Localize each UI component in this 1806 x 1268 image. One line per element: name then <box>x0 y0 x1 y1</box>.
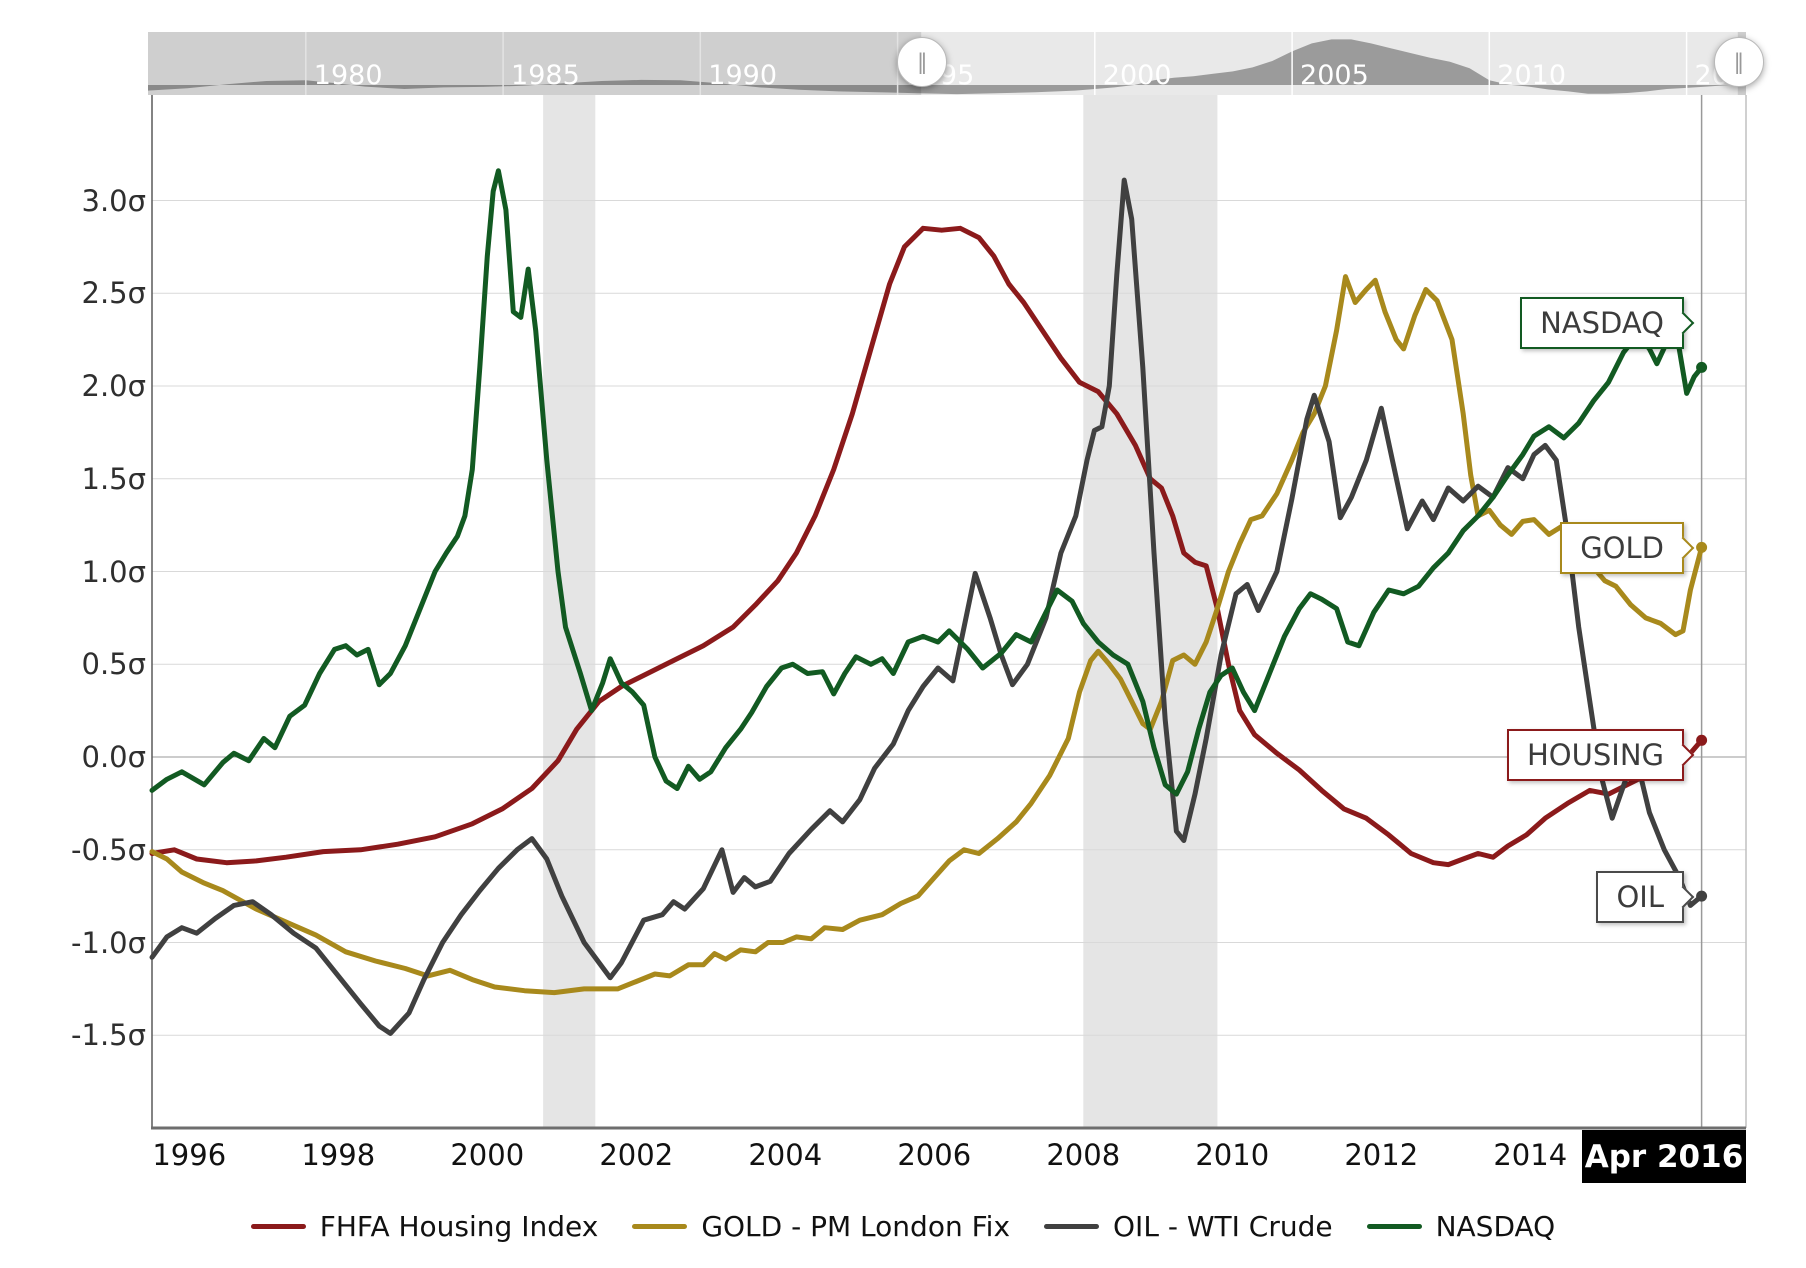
legend: FHFA Housing Index GOLD - PM London Fix OI… <box>0 1210 1806 1243</box>
legend-swatch-icon <box>1044 1224 1100 1229</box>
series-line-gold <box>149 274 1705 996</box>
x-axis-tick-label: 2006 <box>897 1138 972 1172</box>
navigator-left-handle[interactable]: ‖ <box>897 37 948 87</box>
navigator-year-label: 1990 <box>708 60 778 91</box>
x-axis-tick-label: 1996 <box>152 1138 227 1172</box>
legend-swatch-icon <box>632 1224 688 1229</box>
navigator-year-label: 2010 <box>1497 60 1567 91</box>
recession-band <box>543 95 596 1128</box>
navigator-year-label: 2000 <box>1102 60 1172 91</box>
legend-item[interactable]: OIL - WTI Crude <box>1044 1210 1333 1243</box>
y-axis-tick-label: -1.5σ <box>71 1018 146 1053</box>
series-label-housing: HOUSING <box>1507 729 1684 781</box>
recession-band <box>1083 95 1218 1128</box>
y-axis-tick-label: 3.0σ <box>81 183 147 218</box>
series-end-marker-nasdaq <box>1696 361 1708 373</box>
series-end-marker-housing <box>1696 734 1708 746</box>
legend-label: FHFA Housing Index <box>319 1210 599 1243</box>
x-axis-tick-label: 2008 <box>1046 1138 1121 1172</box>
navigator-mask-left <box>148 32 922 95</box>
series-line-oil <box>149 177 1705 1036</box>
navigator-right-handle[interactable]: ‖ <box>1713 37 1764 87</box>
legend-swatch-icon <box>250 1224 306 1229</box>
navigator-year-label: 2005 <box>1300 60 1369 91</box>
series-line-housing <box>149 225 1705 868</box>
legend-label: NASDAQ <box>1435 1210 1556 1243</box>
x-axis-tick-label: 2010 <box>1195 1138 1270 1172</box>
legend-label: OIL - WTI Crude <box>1113 1210 1333 1243</box>
legend-item[interactable]: NASDAQ <box>1366 1210 1556 1243</box>
x-axis-tick-label: 1998 <box>301 1138 376 1172</box>
series-end-marker-oil <box>1696 890 1708 902</box>
y-axis-tick-label: 1.0σ <box>81 554 147 589</box>
series-label-gold: GOLD <box>1560 522 1684 574</box>
series-line-nasdaq <box>149 168 1705 797</box>
legend-label: GOLD - PM London Fix <box>701 1210 1011 1243</box>
y-axis-tick-label: -1.0σ <box>71 925 146 960</box>
x-axis-tick-label: 2014 <box>1493 1138 1568 1172</box>
navigator-year-label: 1985 <box>511 60 580 91</box>
y-axis-tick-label: 0.5σ <box>81 647 147 682</box>
series-end-marker-gold <box>1696 541 1708 553</box>
x-axis-tick-label: 2002 <box>599 1138 674 1172</box>
navigator-year-label: 1980 <box>313 60 383 91</box>
crosshair-date-label: Apr 2016 <box>1582 1130 1746 1183</box>
y-axis-tick-label: 1.5σ <box>81 461 147 496</box>
y-axis-tick-label: 0.0σ <box>81 740 147 774</box>
y-axis-tick-label: 2.5σ <box>81 276 147 311</box>
x-axis-tick-label: 2004 <box>748 1138 823 1172</box>
y-axis-tick-label: -0.5σ <box>71 832 146 867</box>
legend-item[interactable]: FHFA Housing Index <box>250 1210 599 1243</box>
series-label-nasdaq: NASDAQ <box>1520 297 1684 349</box>
legend-item[interactable]: GOLD - PM London Fix <box>632 1210 1010 1243</box>
y-axis-tick-label: 2.0σ <box>81 369 147 403</box>
x-axis-tick-label: 2000 <box>450 1138 525 1172</box>
x-axis-tick-label: 2012 <box>1344 1138 1419 1172</box>
series-label-oil: OIL <box>1596 871 1684 923</box>
navigator-area-series <box>148 39 1738 95</box>
legend-swatch-icon <box>1366 1224 1422 1229</box>
